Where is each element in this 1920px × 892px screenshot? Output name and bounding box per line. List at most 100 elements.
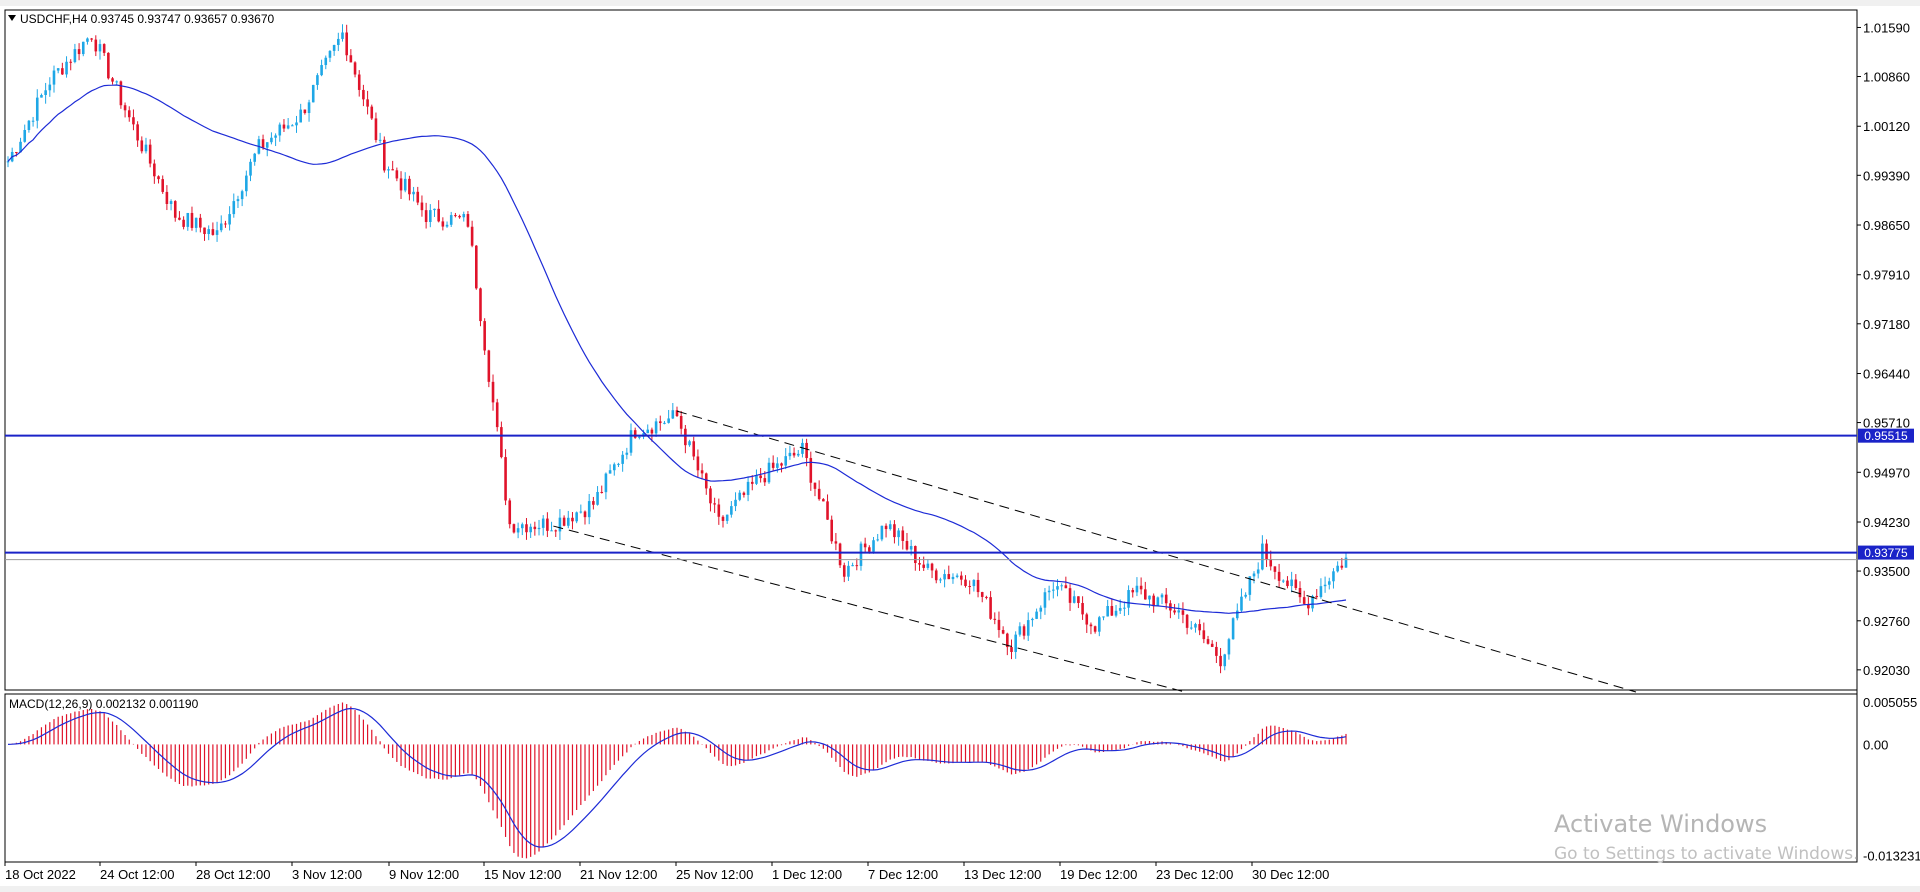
candle [1068,584,1072,611]
time-tick: 3 Nov 12:00 [292,867,362,882]
candle [194,217,198,233]
candle [1018,622,1022,637]
trendline-lower[interactable] [553,525,1186,693]
candle [934,568,938,584]
candle [35,89,39,129]
candle [855,558,859,571]
watermark-subtitle: Go to Settings to activate Windows. [1554,844,1859,864]
collapse-triangle-icon[interactable] [8,15,16,21]
candle [203,227,206,241]
candle [353,61,357,78]
candle [458,214,461,219]
candle [52,65,56,93]
chart-header: USDCHF,H4 0.93745 0.93747 0.93657 0.9367… [20,12,275,26]
price-tag-label: 0.95515 [1864,429,1908,443]
candle [27,119,31,133]
candle [416,186,420,206]
candle [19,137,22,153]
candle [612,462,616,476]
candle [1135,577,1139,597]
candle [721,515,725,528]
candle [976,572,980,598]
candle [199,213,202,233]
candle [943,569,946,588]
candle [119,80,123,109]
candle [408,175,411,201]
candle [311,84,315,103]
candle [1085,612,1089,633]
candle [86,37,89,45]
candle [299,103,302,123]
price-tick: 0.95710 [1863,416,1910,431]
price-tick: 1.00120 [1863,119,1910,134]
candle [625,447,629,460]
candle [658,415,662,431]
candle [830,515,834,544]
candle [629,423,633,456]
candle [207,225,210,241]
candle [512,523,516,534]
price-tag-label: 0.93775 [1864,546,1908,560]
time-tick: 19 Dec 12:00 [1060,867,1137,882]
candle [261,134,265,150]
candle [520,522,524,536]
candle [717,498,721,525]
candle [817,480,821,501]
candle [320,59,323,77]
candle [608,464,612,474]
time-tick: 30 Dec 12:00 [1252,867,1329,882]
time-tick: 18 Oct 2022 [5,867,76,882]
candle [491,374,495,411]
candle [65,56,68,78]
candle [286,118,290,130]
time-tick: 13 Dec 12:00 [964,867,1041,882]
trendline-upper[interactable] [676,410,1637,693]
candle [495,398,499,432]
candle [44,82,47,104]
candle [667,409,670,424]
time-axis: 18 Oct 2022 24 Oct 12:00 28 Oct 12:00 3 Nov… [4,862,1329,882]
candle [378,132,382,144]
candle [48,77,52,97]
candle [132,109,135,131]
candle [173,200,177,222]
candle [646,424,650,434]
candle [136,121,139,147]
candle [989,591,992,620]
candle [236,195,240,208]
price-tag-1 [1858,545,1914,560]
candle [349,49,353,63]
candle [784,448,788,470]
candle [725,514,729,524]
candle [508,498,512,529]
candle [23,124,27,143]
price-tick: 1.00860 [1863,70,1910,85]
horizontal-levels[interactable]: 0.95515 0.93775 [5,428,1914,561]
candle [675,406,679,417]
candle [972,579,976,592]
candle [834,532,838,551]
candle [424,202,428,229]
candle [579,504,583,514]
candle [1323,576,1327,593]
candle [529,523,532,538]
candle [1244,592,1247,599]
candle [178,211,181,221]
candle [914,545,917,571]
candle [1052,582,1055,599]
candle [562,515,566,527]
candle [479,287,482,327]
candle [291,124,294,127]
price-tick: 0.96440 [1863,367,1910,382]
candle [596,486,599,506]
candle [190,206,194,231]
candle [951,573,955,584]
candle [1231,617,1235,640]
candle [1010,639,1013,660]
candle [61,62,64,75]
candle [303,109,307,115]
candle [554,529,558,537]
candle [893,520,896,544]
candle [587,494,591,525]
